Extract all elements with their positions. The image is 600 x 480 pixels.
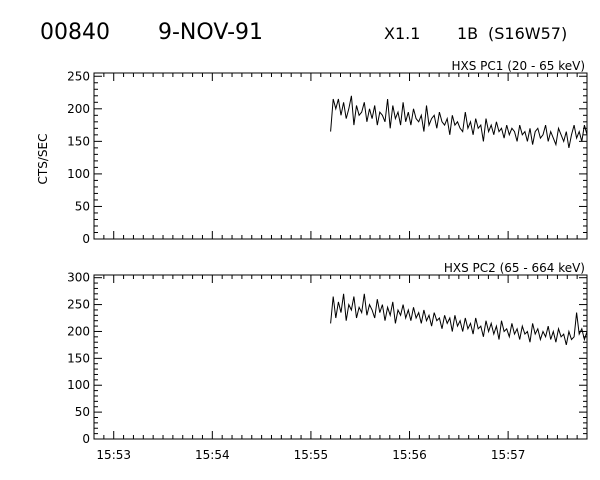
panel-pc2-xtick-label: 15:56 xyxy=(392,448,427,462)
panel-pc2-xtick-label: 15:55 xyxy=(294,448,329,462)
panel-pc1-ticks xyxy=(93,73,588,240)
panel-pc2-xtick-label: 15:54 xyxy=(195,448,230,462)
panel-pc2-xtick-labels: 15:53 15:54 15:55 15:56 15:57 xyxy=(96,448,525,462)
panel-pc2-ytick-label: 50 xyxy=(75,405,90,419)
panel-pc1-frame xyxy=(93,72,588,240)
panel-pc2-series-line xyxy=(330,293,588,346)
panel-pc2-xtick-label: 15:57 xyxy=(491,448,526,462)
panel-pc1-series-line xyxy=(330,95,588,148)
panel-pc1-ylabel: CTS/SEC xyxy=(36,134,50,185)
panel-pc2-ytick-label: 300 xyxy=(67,271,90,285)
panel-pc1-ytick-label: 50 xyxy=(75,199,90,213)
panel-pc1-title: HXS PC1 (20 - 65 keV) xyxy=(451,59,585,73)
panel-pc2-ytick-label: 100 xyxy=(67,378,90,392)
event-date: 9-NOV-91 xyxy=(158,20,263,45)
panel-pc2-ytick-labels: 0 50 100 150 200 250 300 xyxy=(67,271,90,446)
optical-class: 1B xyxy=(457,24,478,43)
panel-pc1-ytick-label: 100 xyxy=(67,167,90,181)
panel-pc2: HXS PC2 (65 - 664 keV) 0 50 100 150 200 250 30… xyxy=(67,261,588,462)
panel-pc1-ytick-label: 200 xyxy=(67,102,90,116)
panel-pc2-ytick-label: 150 xyxy=(67,351,90,365)
flare-class: X1.1 xyxy=(384,24,420,43)
panel-pc2-title: HXS PC2 (65 - 664 keV) xyxy=(444,261,585,275)
panel-pc1-ytick-label: 0 xyxy=(82,232,90,246)
panel-pc2-frame xyxy=(93,274,588,440)
panel-pc1-ytick-label: 250 xyxy=(67,69,90,83)
panel-pc2-ytick-label: 200 xyxy=(67,324,90,338)
event-id: 00840 xyxy=(40,20,110,45)
panel-pc1: HXS PC1 (20 - 65 keV) CTS/SEC 0 50 100 150 2… xyxy=(36,59,588,246)
panel-pc1-ytick-labels: 0 50 100 150 200 250 xyxy=(67,69,90,246)
panel-pc2-ticks xyxy=(93,275,588,440)
panel-pc2-ytick-label: 250 xyxy=(67,298,90,312)
panel-pc2-ytick-label: 0 xyxy=(82,432,90,446)
flare-location: (S16W57) xyxy=(488,24,567,43)
panel-pc1-ytick-label: 150 xyxy=(67,134,90,148)
panel-pc2-xtick-label: 15:53 xyxy=(96,448,131,462)
